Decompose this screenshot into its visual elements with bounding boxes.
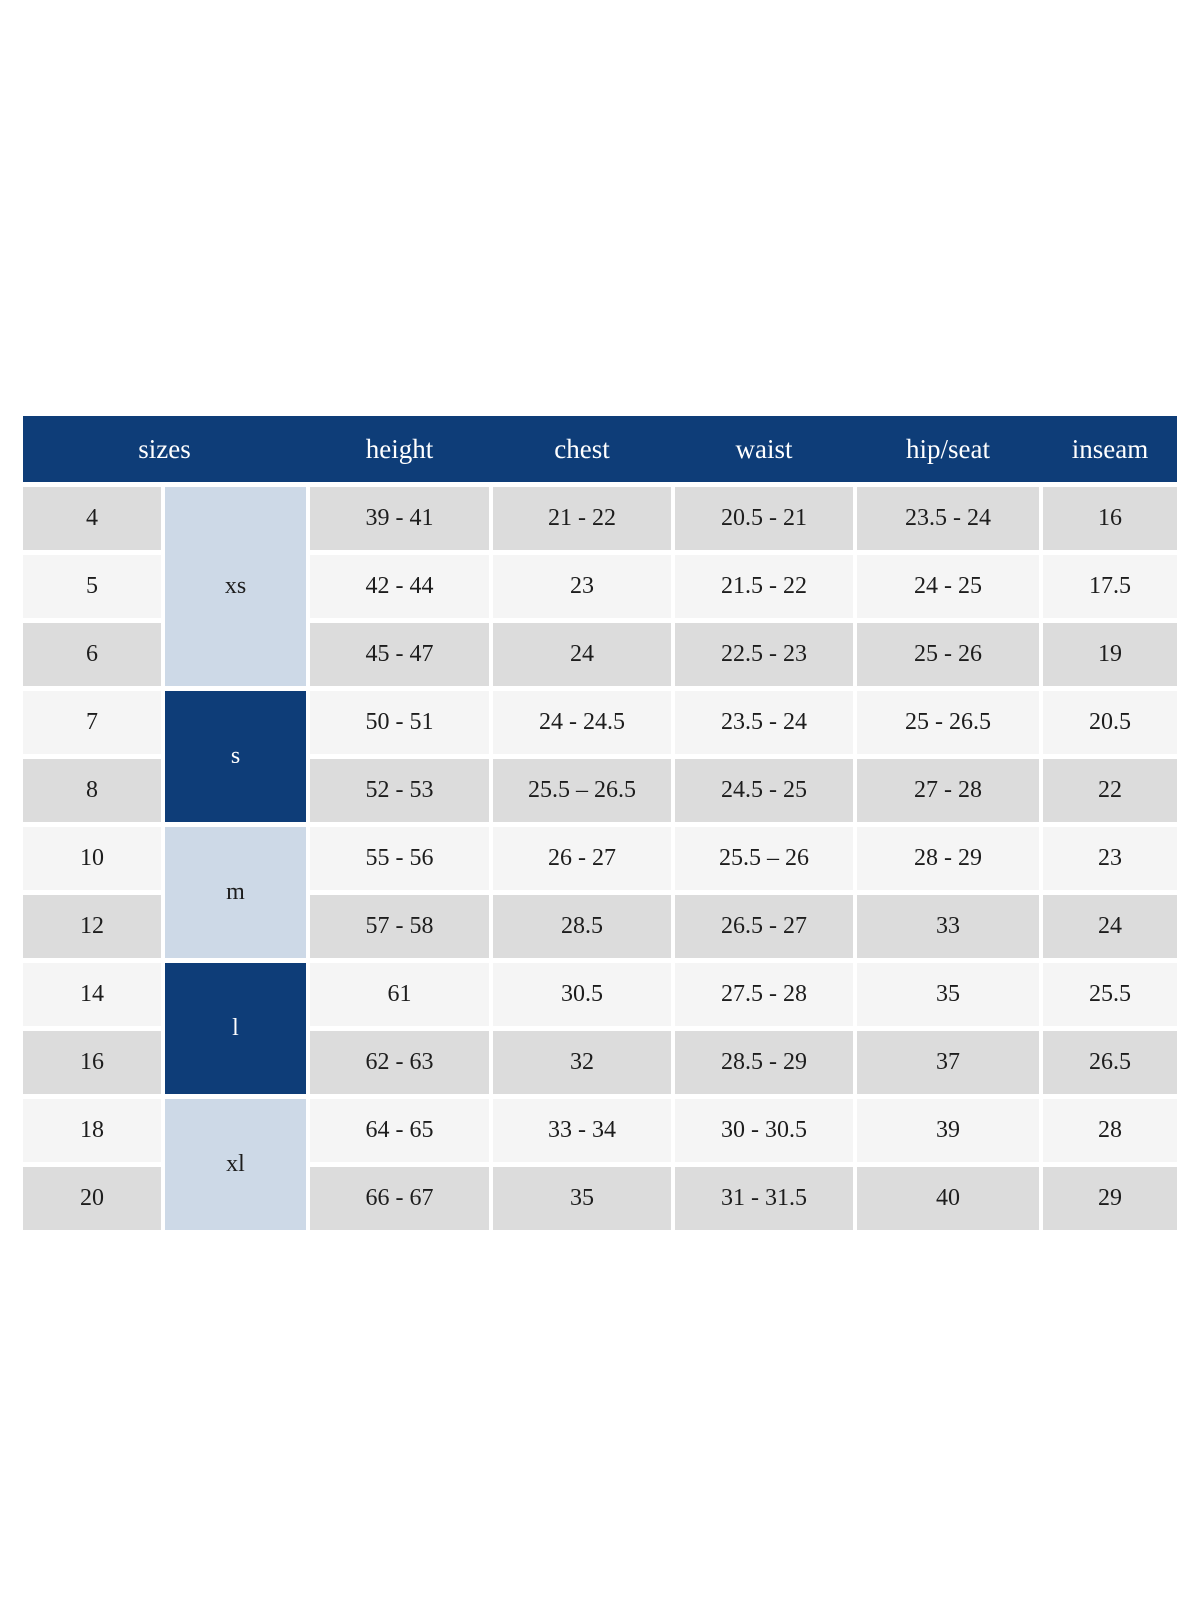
size-cell: 10	[23, 827, 161, 890]
size-cell: 14	[23, 963, 161, 1026]
inseam-cell: 19	[1043, 623, 1177, 686]
hip-seat-cell: 37	[857, 1031, 1039, 1094]
inseam-cell: 23	[1043, 827, 1177, 890]
hip-seat-cell: 33	[857, 895, 1039, 958]
header-sizes: sizes	[138, 433, 191, 464]
waist-cell: 26.5 - 27	[675, 895, 853, 958]
waist-cell: 28.5 - 29	[675, 1031, 853, 1094]
waist-cell: 20.5 - 21	[675, 487, 853, 550]
size-cell: 6	[23, 623, 161, 686]
size-cell: 20	[23, 1167, 161, 1230]
inseam-cell: 26.5	[1043, 1031, 1177, 1094]
size-cell: 5	[23, 555, 161, 618]
hip-seat-cell: 27 - 28	[857, 759, 1039, 822]
header-hip-seat: hip/seat	[906, 433, 990, 464]
hip-seat-cell: 25 - 26	[857, 623, 1039, 686]
inseam-cell: 22	[1043, 759, 1177, 822]
chest-cell: 32	[493, 1031, 671, 1094]
size-group-cell-xs: xs	[165, 487, 306, 686]
hip-seat-cell: 23.5 - 24	[857, 487, 1039, 550]
waist-cell: 24.5 - 25	[675, 759, 853, 822]
height-cell: 39 - 41	[310, 487, 489, 550]
height-cell: 64 - 65	[310, 1099, 489, 1162]
chest-cell: 21 - 22	[493, 487, 671, 550]
chest-cell: 28.5	[493, 895, 671, 958]
chest-cell: 26 - 27	[493, 827, 671, 890]
height-cell: 61	[310, 963, 489, 1026]
size-group-cell-xl: xl	[165, 1099, 306, 1230]
height-cell: 50 - 51	[310, 691, 489, 754]
size-cell: 7	[23, 691, 161, 754]
hip-seat-cell: 40	[857, 1167, 1039, 1230]
hip-seat-cell: 28 - 29	[857, 827, 1039, 890]
inseam-cell: 24	[1043, 895, 1177, 958]
chest-cell: 23	[493, 555, 671, 618]
size-cell: 8	[23, 759, 161, 822]
header-height: height	[365, 433, 434, 464]
hip-seat-cell: 25 - 26.5	[857, 691, 1039, 754]
size-cell: 4	[23, 487, 161, 550]
waist-cell: 22.5 - 23	[675, 623, 853, 686]
waist-cell: 27.5 - 28	[675, 963, 853, 1026]
waist-cell: 25.5 – 26	[675, 827, 853, 890]
chest-cell: 33 - 34	[493, 1099, 671, 1162]
hip-seat-cell: 24 - 25	[857, 555, 1039, 618]
size-cell: 12	[23, 895, 161, 958]
header-inseam: inseam	[1071, 433, 1149, 464]
table-header-row: sizes height chest waist hip/seat inseam	[23, 416, 1177, 482]
header-waist: waist	[735, 433, 793, 464]
height-cell: 55 - 56	[310, 827, 489, 890]
inseam-cell: 17.5	[1043, 555, 1177, 618]
waist-cell: 21.5 - 22	[675, 555, 853, 618]
height-cell: 57 - 58	[310, 895, 489, 958]
inseam-cell: 29	[1043, 1167, 1177, 1230]
size-group-cell-l: l	[165, 963, 306, 1094]
hip-seat-cell: 39	[857, 1099, 1039, 1162]
size-group-cell-m: m	[165, 827, 306, 958]
waist-cell: 31 - 31.5	[675, 1167, 853, 1230]
waist-cell: 30 - 30.5	[675, 1099, 853, 1162]
size-group-cell-s: s	[165, 691, 306, 822]
chest-cell: 25.5 – 26.5	[493, 759, 671, 822]
hip-seat-cell: 35	[857, 963, 1039, 1026]
size-cell: 18	[23, 1099, 161, 1162]
chest-cell: 35	[493, 1167, 671, 1230]
height-cell: 52 - 53	[310, 759, 489, 822]
height-cell: 62 - 63	[310, 1031, 489, 1094]
size-cell: 16	[23, 1031, 161, 1094]
inseam-cell: 20.5	[1043, 691, 1177, 754]
chest-cell: 30.5	[493, 963, 671, 1026]
chest-cell: 24 - 24.5	[493, 691, 671, 754]
header-chest: chest	[554, 433, 610, 464]
chest-cell: 24	[493, 623, 671, 686]
waist-cell: 23.5 - 24	[675, 691, 853, 754]
inseam-cell: 28	[1043, 1099, 1177, 1162]
size-chart-table: sizes height chest waist hip/seat inseam…	[23, 416, 1177, 1230]
height-cell: 66 - 67	[310, 1167, 489, 1230]
height-cell: 45 - 47	[310, 623, 489, 686]
inseam-cell: 25.5	[1043, 963, 1177, 1026]
inseam-cell: 16	[1043, 487, 1177, 550]
height-cell: 42 - 44	[310, 555, 489, 618]
